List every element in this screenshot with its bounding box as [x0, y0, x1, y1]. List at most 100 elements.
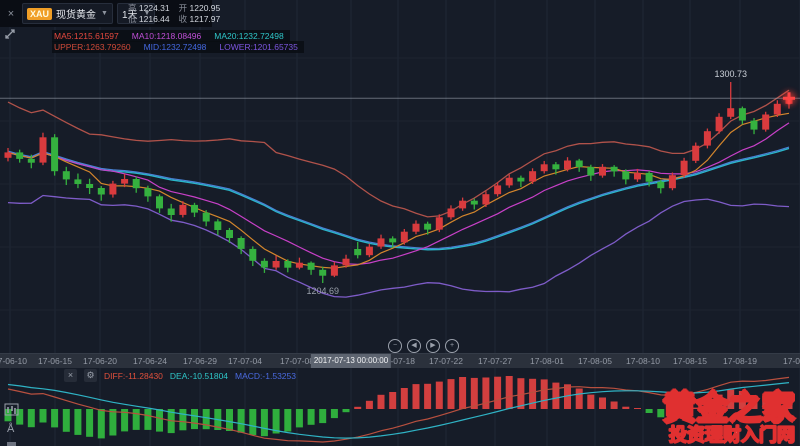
- candle[interactable]: [284, 261, 292, 268]
- selected-date-cell: 2017-07-13 00:00:00: [310, 354, 392, 368]
- candle[interactable]: [51, 137, 59, 172]
- candle[interactable]: [715, 116, 723, 132]
- candle[interactable]: [494, 185, 502, 195]
- candle[interactable]: [773, 103, 781, 115]
- zoom-in-button[interactable]: +: [445, 339, 459, 353]
- candle[interactable]: [272, 261, 280, 268]
- macd-bar: [540, 379, 548, 409]
- candle[interactable]: [435, 217, 443, 230]
- macd-bar: [470, 377, 478, 409]
- candle[interactable]: [412, 223, 420, 232]
- candle[interactable]: [295, 262, 303, 268]
- candle[interactable]: [470, 200, 478, 205]
- candle[interactable]: [564, 160, 571, 170]
- macd-chart[interactable]: [0, 367, 800, 446]
- candle[interactable]: [482, 194, 490, 205]
- candle[interactable]: [156, 196, 163, 209]
- macd-bar: [132, 409, 140, 430]
- diff-line: [7, 376, 790, 443]
- ma-values-row: MA5:1215.61597 MA10:1218.08496 MA20:1232…: [52, 30, 290, 42]
- candle[interactable]: [167, 208, 175, 216]
- candle[interactable]: [517, 177, 525, 182]
- candle[interactable]: [634, 172, 641, 180]
- macd-bar: [424, 383, 432, 409]
- candle[interactable]: [447, 208, 455, 218]
- zoom-out-button[interactable]: −: [388, 339, 402, 353]
- candle[interactable]: [16, 152, 24, 159]
- candle[interactable]: [459, 200, 467, 209]
- candle[interactable]: [622, 171, 630, 180]
- candle[interactable]: [738, 108, 746, 121]
- candle[interactable]: [354, 249, 362, 256]
- candle[interactable]: [365, 246, 373, 256]
- candle[interactable]: [226, 230, 233, 238]
- candle[interactable]: [680, 160, 688, 176]
- pan-right-button[interactable]: ▶: [426, 339, 440, 353]
- macd-bar: [622, 406, 630, 409]
- candle[interactable]: [260, 260, 268, 268]
- macd-close-icon[interactable]: ×: [64, 369, 77, 382]
- chart-header: × XAU 现货黄金 ▼ 1天 ▼: [0, 0, 212, 27]
- candle[interactable]: [214, 221, 222, 230]
- candle[interactable]: [319, 269, 327, 276]
- candle[interactable]: [575, 160, 583, 168]
- candle[interactable]: [505, 177, 513, 186]
- open-value: 1220.95: [189, 3, 221, 13]
- candle[interactable]: [109, 183, 117, 195]
- candle[interactable]: [179, 204, 187, 215]
- candle[interactable]: [27, 158, 35, 163]
- symbol-select[interactable]: XAU 现货黄金 ▼: [22, 3, 113, 24]
- candle[interactable]: [62, 171, 70, 180]
- candle[interactable]: [97, 188, 105, 195]
- candle[interactable]: [249, 248, 257, 261]
- boll-lower-value: LOWER:1201.65735: [219, 42, 298, 52]
- high-value: 1224.31: [138, 3, 170, 13]
- timeframe-select[interactable]: 1天 ▼: [116, 3, 156, 24]
- axis-tick: 17-08-10: [625, 356, 661, 366]
- candle[interactable]: [132, 179, 140, 189]
- ohlc-readout: 高 1224.31 低 1216.44 开 1220.95 收 1217.97: [128, 3, 229, 24]
- close-icon[interactable]: ×: [7, 7, 15, 20]
- candle[interactable]: [330, 265, 338, 276]
- candle[interactable]: [529, 171, 537, 182]
- candle[interactable]: [307, 262, 315, 270]
- candle[interactable]: [191, 204, 198, 213]
- candle[interactable]: [668, 175, 676, 189]
- candle[interactable]: [39, 137, 47, 163]
- axis-tick: 17-07-08: [279, 356, 315, 366]
- candle[interactable]: [342, 258, 350, 266]
- date-axis[interactable]: 17-06-10 17-06-15 17-06-20 17-06-24 17-06-29…: [0, 353, 800, 368]
- candle[interactable]: [4, 152, 12, 158]
- candle[interactable]: [86, 184, 94, 188]
- candle[interactable]: [587, 167, 595, 176]
- candle[interactable]: [237, 238, 245, 249]
- candle[interactable]: [599, 166, 606, 176]
- candle[interactable]: [377, 238, 385, 247]
- gear-icon[interactable]: ⚙: [84, 369, 97, 382]
- candle[interactable]: [552, 164, 560, 170]
- candle[interactable]: [762, 114, 770, 130]
- candle[interactable]: [400, 231, 408, 243]
- macd-bar: [482, 377, 490, 409]
- macd-bar: [319, 409, 327, 424]
- candle[interactable]: [74, 179, 82, 184]
- candle[interactable]: [692, 145, 700, 161]
- candle[interactable]: [144, 188, 152, 197]
- candle[interactable]: [389, 238, 397, 243]
- clipped-tool-icon[interactable]: [7, 442, 16, 446]
- candle[interactable]: [657, 181, 665, 189]
- candle[interactable]: [610, 166, 618, 172]
- drawing-tools-icon[interactable]: Å: [7, 423, 15, 435]
- candle[interactable]: [727, 108, 735, 117]
- candle[interactable]: [645, 172, 653, 182]
- candle[interactable]: [750, 120, 758, 130]
- candle[interactable]: [703, 131, 711, 146]
- candle[interactable]: [121, 179, 129, 184]
- price-chart[interactable]: 1300.73 1204.69: [0, 0, 800, 353]
- candle[interactable]: [540, 164, 548, 172]
- pan-left-button[interactable]: ◀: [407, 339, 421, 353]
- candle[interactable]: [424, 223, 432, 230]
- boll-lower-line: [7, 194, 790, 298]
- candle[interactable]: [202, 212, 210, 222]
- macd-bar: [517, 378, 525, 409]
